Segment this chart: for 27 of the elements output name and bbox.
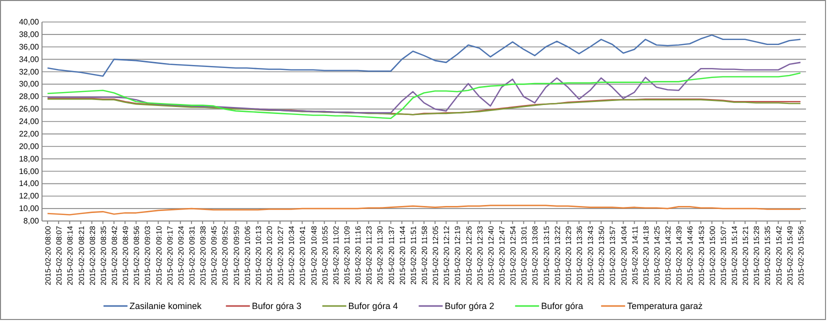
y-tick-label: 22,00 [18, 129, 40, 138]
y-tick-label: 18,00 [18, 154, 40, 164]
y-tick-label: 16,00 [18, 166, 40, 176]
line-series [46, 62, 802, 114]
y-tick-label: 12,00 [18, 192, 40, 201]
line-series [46, 34, 802, 77]
legend-label: Bufor góra [541, 300, 584, 311]
y-tick-label: 40,00 [18, 18, 40, 27]
y-tick-label: 8,00 [23, 216, 40, 226]
y-tick-label: 28,00 [18, 92, 40, 102]
y-tick-label: 14,00 [18, 179, 40, 188]
y-tick-label: 26,00 [18, 104, 40, 114]
line-series [46, 204, 802, 216]
y-tick-label: 34,00 [18, 54, 40, 64]
legend-label: Bufor góra 3 [252, 300, 302, 311]
legend-label: Temperatura garaż [627, 300, 704, 311]
legend-label: Bufor góra 4 [348, 300, 398, 311]
y-tick-label: 32,00 [18, 67, 40, 76]
legend-label: Bufor góra 2 [444, 300, 494, 311]
line-series [46, 72, 802, 120]
legend-label: Zasilanie kominek [130, 300, 202, 311]
y-tick-label: 38,00 [18, 30, 40, 39]
y-tick-label: 20,00 [18, 142, 40, 151]
y-tick-label: 36,00 [18, 42, 40, 52]
y-tick-label: 24,00 [18, 117, 40, 126]
y-tick-label: 10,00 [18, 204, 40, 214]
y-tick-label: 30,00 [18, 80, 40, 89]
